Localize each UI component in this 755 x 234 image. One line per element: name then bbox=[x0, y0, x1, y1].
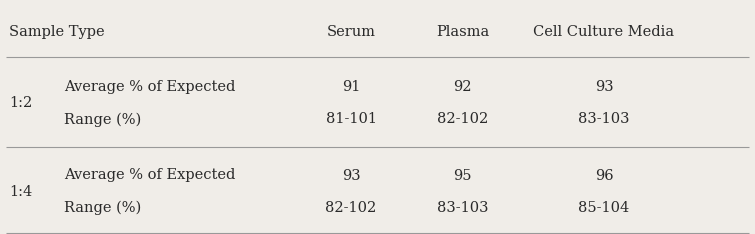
Text: Range (%): Range (%) bbox=[64, 112, 141, 127]
Text: 1:2: 1:2 bbox=[9, 96, 32, 110]
Text: Cell Culture Media: Cell Culture Media bbox=[534, 25, 674, 39]
Text: Average % of Expected: Average % of Expected bbox=[64, 80, 236, 94]
Text: 83-103: 83-103 bbox=[437, 201, 488, 215]
Text: 1:4: 1:4 bbox=[9, 185, 32, 199]
Text: 81-101: 81-101 bbox=[325, 112, 377, 126]
Text: 93: 93 bbox=[342, 168, 360, 183]
Text: Sample Type: Sample Type bbox=[9, 25, 105, 39]
Text: 83-103: 83-103 bbox=[578, 112, 630, 126]
Text: 95: 95 bbox=[454, 168, 472, 183]
Text: Range (%): Range (%) bbox=[64, 201, 141, 216]
Text: 91: 91 bbox=[342, 80, 360, 94]
Text: Plasma: Plasma bbox=[436, 25, 489, 39]
Text: 93: 93 bbox=[595, 80, 613, 94]
Text: Serum: Serum bbox=[327, 25, 375, 39]
Text: 96: 96 bbox=[595, 168, 613, 183]
Text: 82-102: 82-102 bbox=[325, 201, 377, 215]
Text: 92: 92 bbox=[454, 80, 472, 94]
Text: Average % of Expected: Average % of Expected bbox=[64, 168, 236, 183]
Text: 85-104: 85-104 bbox=[578, 201, 630, 215]
Text: 82-102: 82-102 bbox=[437, 112, 488, 126]
